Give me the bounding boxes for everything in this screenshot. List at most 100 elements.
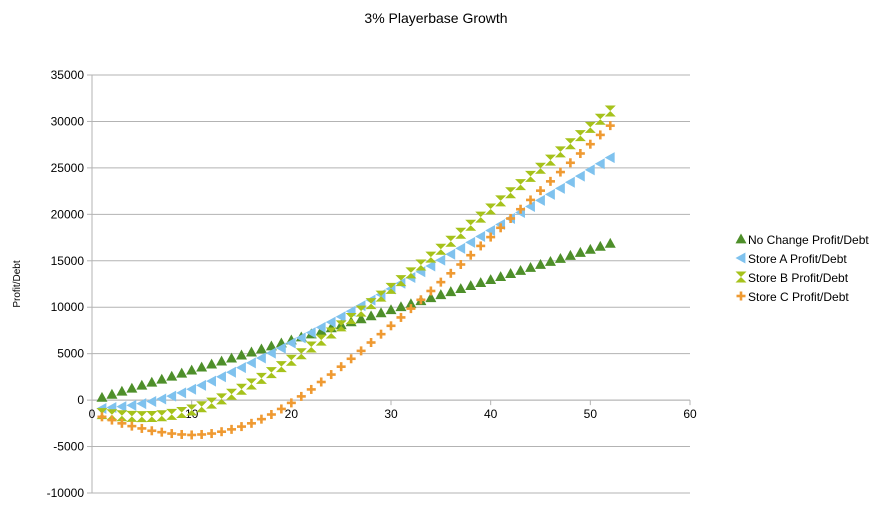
data-point bbox=[176, 367, 188, 378]
data-point bbox=[574, 246, 586, 257]
legend-marker bbox=[735, 271, 747, 283]
data-point bbox=[187, 430, 197, 440]
data-point bbox=[246, 418, 256, 428]
data-point bbox=[386, 321, 396, 331]
chart-title: 3% Playerbase Growth bbox=[364, 10, 507, 26]
data-point bbox=[186, 383, 197, 395]
data-point bbox=[435, 243, 447, 255]
data-point bbox=[236, 362, 246, 374]
data-point bbox=[485, 224, 496, 236]
data-point bbox=[137, 423, 147, 433]
plot-area: -10000 -5000 0 5000 10000 15000 20000 25000 3000… bbox=[47, 68, 697, 500]
data-point bbox=[575, 148, 585, 158]
data-point bbox=[604, 237, 616, 248]
data-point bbox=[516, 204, 526, 214]
series-1 bbox=[96, 237, 616, 402]
y-tick-label: 0 bbox=[77, 393, 84, 407]
data-point bbox=[456, 259, 466, 269]
data-point bbox=[406, 304, 416, 314]
data-point bbox=[366, 338, 376, 348]
data-point bbox=[555, 167, 565, 177]
legend: No Change Profit/Debt Store A Profit/Debt… bbox=[735, 233, 869, 304]
data-point bbox=[325, 316, 336, 328]
data-point bbox=[265, 367, 277, 379]
data-point bbox=[594, 240, 606, 251]
data-point bbox=[485, 203, 497, 215]
data-point bbox=[405, 267, 417, 279]
data-point bbox=[157, 427, 167, 437]
data-point bbox=[276, 404, 286, 414]
data-point bbox=[495, 271, 507, 281]
data-point bbox=[236, 383, 247, 395]
data-point bbox=[515, 265, 527, 275]
data-point bbox=[594, 113, 606, 125]
data-point bbox=[446, 268, 456, 278]
data-point bbox=[265, 340, 277, 351]
data-point bbox=[96, 391, 108, 402]
data-point bbox=[295, 332, 306, 344]
data-point bbox=[146, 376, 158, 387]
y-axis-label: Profit/Debt bbox=[12, 260, 23, 307]
data-point bbox=[285, 337, 296, 349]
data-point bbox=[226, 366, 236, 378]
data-point bbox=[216, 393, 228, 405]
data-point bbox=[295, 348, 307, 360]
data-point bbox=[496, 223, 506, 233]
data-point bbox=[486, 232, 496, 242]
data-point bbox=[216, 355, 228, 366]
data-point bbox=[146, 410, 158, 422]
data-point bbox=[565, 158, 575, 168]
data-point bbox=[536, 186, 545, 196]
data-point bbox=[415, 259, 427, 271]
data-point bbox=[455, 242, 466, 254]
data-point bbox=[564, 176, 575, 188]
data-point bbox=[584, 243, 596, 254]
data-point bbox=[445, 248, 456, 260]
data-point bbox=[97, 412, 107, 422]
data-point bbox=[425, 260, 436, 272]
y-tick-label: 5000 bbox=[57, 347, 84, 361]
data-point bbox=[316, 377, 326, 387]
data-point bbox=[385, 282, 397, 294]
data-point bbox=[285, 354, 297, 366]
data-point bbox=[106, 388, 118, 399]
data-point bbox=[335, 311, 346, 323]
data-point bbox=[156, 393, 167, 405]
data-point bbox=[465, 280, 477, 291]
data-point bbox=[325, 327, 337, 339]
data-point bbox=[176, 406, 188, 418]
data-point bbox=[436, 277, 446, 287]
data-point bbox=[346, 354, 356, 364]
data-point bbox=[176, 387, 187, 399]
data-point bbox=[226, 388, 238, 400]
data-point bbox=[226, 352, 238, 363]
data-point bbox=[425, 292, 437, 303]
data-point bbox=[166, 390, 177, 402]
data-point bbox=[335, 320, 347, 332]
data-point bbox=[605, 121, 615, 131]
data-point bbox=[595, 130, 605, 140]
data-point bbox=[127, 421, 137, 431]
series-4 bbox=[97, 121, 615, 440]
data-point bbox=[197, 429, 207, 439]
data-point bbox=[256, 414, 266, 424]
data-point bbox=[375, 290, 387, 302]
data-point bbox=[305, 341, 317, 353]
data-point bbox=[395, 301, 407, 312]
data-point bbox=[177, 429, 187, 439]
data-point bbox=[206, 397, 218, 409]
data-point bbox=[116, 385, 128, 396]
y-tick-label: 35000 bbox=[51, 68, 85, 82]
data-point bbox=[604, 152, 615, 164]
x-tick-label: 40 bbox=[484, 407, 498, 421]
data-point bbox=[475, 230, 486, 242]
data-point bbox=[255, 343, 267, 354]
data-point bbox=[315, 321, 326, 333]
data-point bbox=[376, 329, 386, 339]
data-point bbox=[275, 361, 287, 373]
data-point bbox=[375, 307, 387, 318]
data-point bbox=[365, 310, 377, 321]
data-point bbox=[455, 283, 467, 294]
data-point bbox=[475, 211, 487, 223]
data-point bbox=[206, 358, 218, 369]
